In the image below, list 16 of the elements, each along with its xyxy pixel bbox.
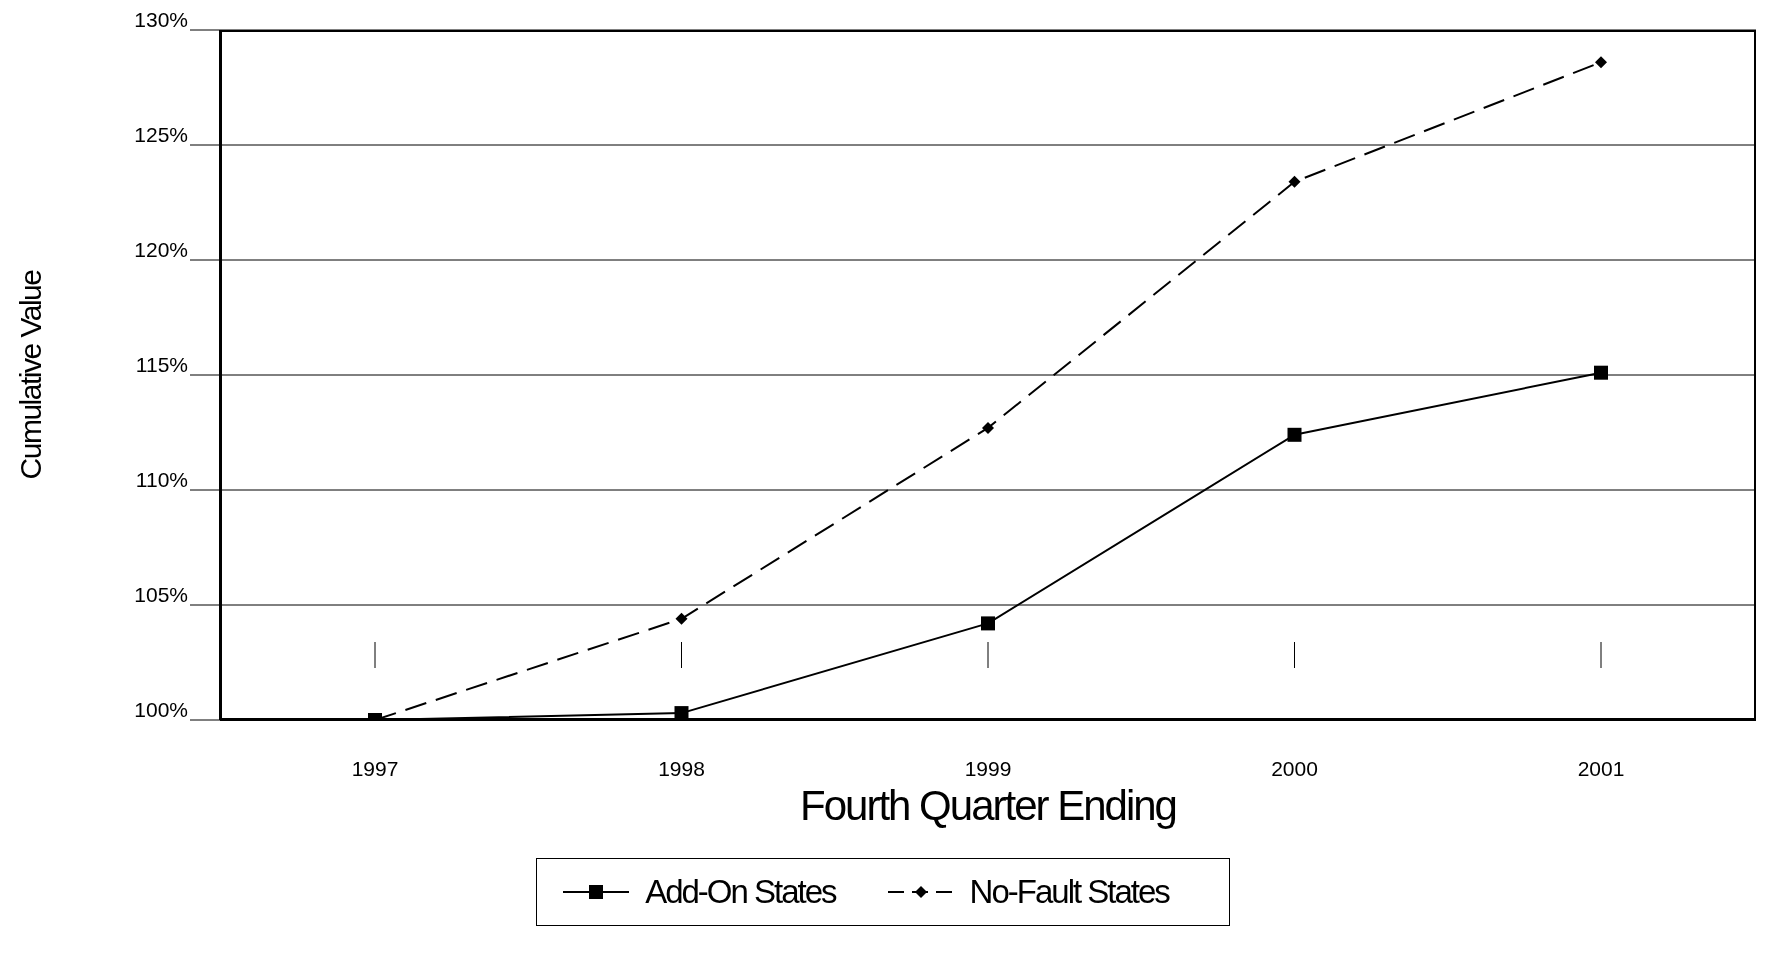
x-axis-title: Fourth Quarter Ending xyxy=(800,782,1176,829)
x-tick-label: 2001 xyxy=(1577,757,1625,780)
y-tick-label: 120% xyxy=(134,238,188,262)
y-tick-label: 110% xyxy=(135,468,188,492)
x-tick-label: 2000 xyxy=(1271,757,1318,780)
y-tick-label: 125% xyxy=(134,123,188,147)
y-tick-label: 105% xyxy=(134,583,188,607)
x-tick-label: 1999 xyxy=(964,757,1012,780)
legend-label: Add-On States xyxy=(645,873,836,911)
y-tick-label: 130% xyxy=(134,8,188,32)
y-tick-label: 100% xyxy=(134,698,188,722)
y-tick-label: 115% xyxy=(135,353,188,377)
legend-label: No-Fault States xyxy=(969,873,1169,911)
x-tick-label: 1998 xyxy=(658,757,705,780)
x-tick-label: 1997 xyxy=(351,757,399,780)
y-axis-title: Cumulative Value xyxy=(13,269,47,480)
